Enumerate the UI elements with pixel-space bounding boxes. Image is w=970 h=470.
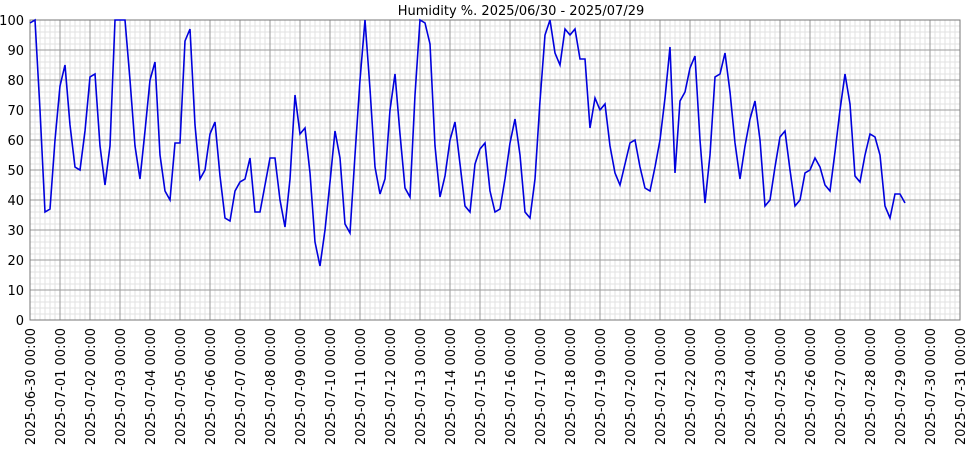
x-tick-label: 2025-07-03 00:00 [114,328,129,445]
humidity-line [29,18,906,267]
x-tick-label: 2025-07-23 00:00 [714,328,729,445]
x-tick-label: 2025-07-07 00:00 [234,328,249,445]
x-tick-label: 2025-07-14 00:00 [444,328,459,445]
y-tick-label: 80 [7,74,24,89]
x-tick-label: 2025-07-13 00:00 [414,328,429,445]
x-tick-label: 2025-07-15 00:00 [474,328,489,445]
x-tick-label: 2025-07-29 00:00 [894,328,909,445]
x-tick-label: 2025-07-16 00:00 [504,328,519,445]
plot-border [29,19,961,321]
x-tick-label: 2025-07-22 00:00 [684,328,699,445]
x-tick-label: 2025-07-11 00:00 [354,328,369,445]
x-tick-label: 2025-07-12 00:00 [384,328,399,445]
x-tick-label: 2025-07-04 00:00 [144,328,159,445]
x-tick-label: 2025-07-28 00:00 [864,328,879,445]
x-tick-label: 2025-07-05 00:00 [174,328,189,445]
x-tick-label: 2025-07-30 00:00 [924,328,939,445]
x-tick-label: 2025-07-31 00:00 [954,328,969,445]
y-tick-label: 0 [16,314,24,329]
x-tick-label: 2025-06-30 00:00 [24,328,39,445]
y-tick-label: 40 [7,194,24,209]
y-tick-label: 90 [7,44,24,59]
x-tick-label: 2025-07-27 00:00 [834,328,849,445]
y-tick-label: 100 [0,14,24,29]
x-tick-label: 2025-07-25 00:00 [774,328,789,445]
y-tick-label: 10 [7,284,24,299]
x-tick-label: 2025-07-26 00:00 [804,328,819,445]
x-tick-label: 2025-07-08 00:00 [264,328,279,445]
x-tick-label: 2025-07-01 00:00 [54,328,69,445]
chart-title: Humidity %. 2025/06/30 - 2025/07/29 [398,4,645,19]
x-tick-label: 2025-07-19 00:00 [594,328,609,445]
y-tick-label: 30 [7,224,24,239]
x-tick-label: 2025-07-24 00:00 [744,328,759,445]
x-tick-label: 2025-07-02 00:00 [84,328,99,445]
y-tick-label: 50 [7,164,24,179]
x-tick-label: 2025-07-10 00:00 [324,328,339,445]
y-tick-label: 20 [7,254,24,269]
x-tick-label: 2025-07-06 00:00 [204,328,219,445]
x-tick-label: 2025-07-09 00:00 [294,328,309,445]
y-tick-label: 60 [7,134,24,149]
x-tick-label: 2025-07-21 00:00 [654,328,669,445]
x-tick-label: 2025-07-17 00:00 [534,328,549,445]
y-tick-label: 70 [7,104,24,119]
x-tick-label: 2025-07-18 00:00 [564,328,579,445]
x-tick-label: 2025-07-20 00:00 [624,328,639,445]
